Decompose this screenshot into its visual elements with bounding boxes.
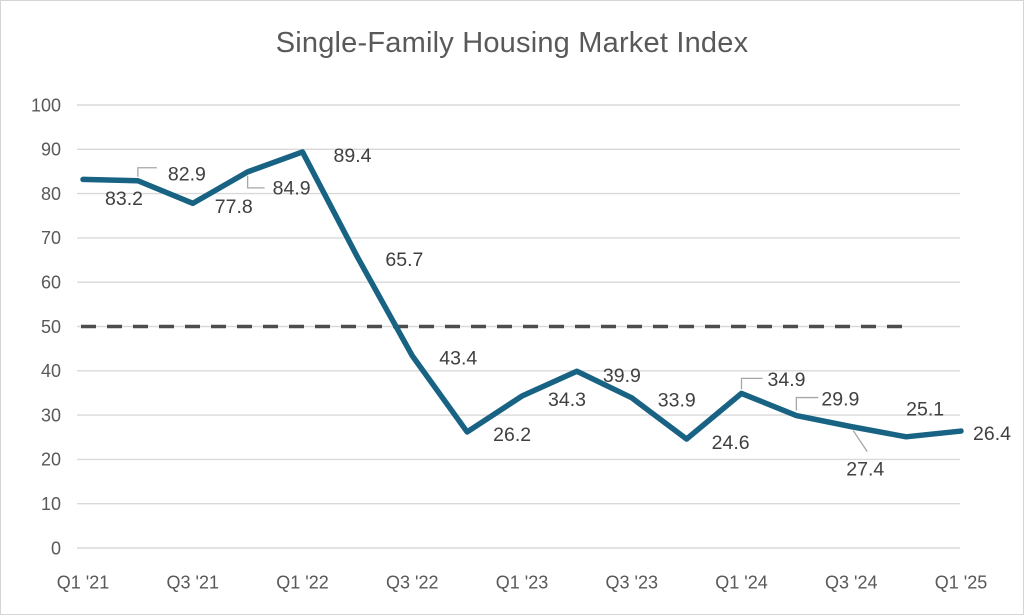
- data-point-label: 77.8: [215, 196, 253, 218]
- y-tick-label: 20: [41, 450, 61, 470]
- x-tick-label: Q1 '22: [276, 572, 328, 592]
- data-point-label: 43.4: [439, 348, 477, 370]
- y-tick-label: 50: [41, 317, 61, 337]
- x-tick-label: Q3 '21: [167, 572, 219, 592]
- y-tick-label: 70: [41, 228, 61, 248]
- series-line: [80, 149, 964, 442]
- label-leader-line: [852, 430, 868, 452]
- data-point-label: 82.9: [168, 164, 206, 186]
- y-tick-label: 40: [41, 361, 61, 381]
- y-tick-label: 0: [51, 538, 61, 558]
- y-tick-label: 100: [31, 95, 61, 115]
- data-point-label: 65.7: [385, 249, 423, 271]
- data-point-label: 26.2: [493, 424, 531, 446]
- data-point-label: 84.9: [273, 178, 311, 200]
- y-tick-label: 90: [41, 140, 61, 160]
- data-point-label: 34.3: [548, 389, 586, 411]
- data-point-label: 39.9: [603, 365, 641, 387]
- x-tick-label: Q1 '25: [935, 572, 987, 592]
- data-point-label: 26.4: [973, 423, 1011, 445]
- data-point-label: 89.4: [334, 145, 372, 167]
- label-leader-line: [795, 396, 819, 411]
- x-tick-label: Q1 '21: [57, 572, 109, 592]
- y-tick-label: 30: [41, 405, 61, 425]
- x-tick-label: Q3 '23: [606, 572, 658, 592]
- label-leader-line: [137, 167, 157, 177]
- data-point-label: 24.6: [712, 432, 750, 454]
- label-leader-line: [246, 175, 265, 189]
- x-tick-label: Q3 '24: [825, 572, 877, 592]
- data-point-label: 34.9: [768, 369, 806, 391]
- data-point-label: 27.4: [846, 458, 884, 480]
- y-tick-label: 80: [41, 184, 61, 204]
- y-tick-label: 60: [41, 273, 61, 293]
- data-point-label: 83.2: [105, 188, 143, 210]
- label-leader-line: [740, 377, 763, 390]
- data-point-label: 25.1: [906, 399, 944, 421]
- x-tick-label: Q1 '23: [496, 572, 548, 592]
- x-tick-label: Q3 '22: [386, 572, 438, 592]
- y-tick-label: 10: [41, 494, 61, 514]
- data-point-label: 29.9: [821, 388, 859, 410]
- x-tick-label: Q1 '24: [715, 572, 767, 592]
- data-point-label: 33.9: [658, 390, 696, 412]
